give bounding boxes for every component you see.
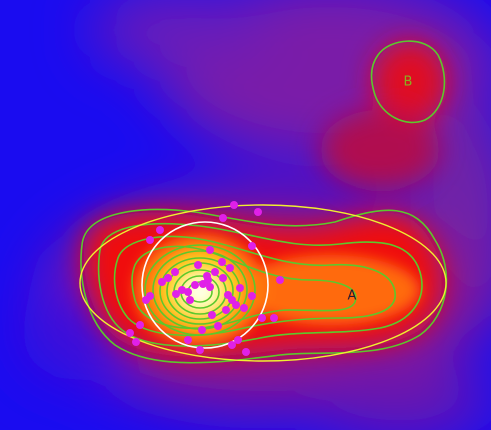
contour bbox=[97, 222, 423, 347]
galaxy-dot bbox=[146, 236, 154, 244]
galaxy-dot bbox=[211, 268, 219, 276]
galaxy-dot bbox=[228, 341, 236, 349]
galaxy-dot bbox=[248, 242, 256, 250]
galaxy-dot bbox=[236, 284, 244, 292]
galaxy-dot bbox=[206, 246, 214, 254]
contour bbox=[370, 40, 446, 124]
galaxy-dot bbox=[184, 336, 192, 344]
galaxy-dot bbox=[156, 226, 164, 234]
galaxy-dot bbox=[158, 278, 166, 286]
label-a: A bbox=[348, 289, 357, 304]
galaxy-dot bbox=[214, 322, 222, 330]
galaxy-dot bbox=[171, 268, 179, 276]
galaxy-dot bbox=[234, 336, 242, 344]
galaxy-dot bbox=[248, 292, 256, 300]
galaxy-dot bbox=[226, 264, 234, 272]
white-circle bbox=[141, 221, 269, 349]
contour bbox=[113, 235, 396, 337]
galaxy-dot bbox=[240, 304, 248, 312]
galaxy-dot bbox=[222, 306, 230, 314]
galaxy-dot bbox=[219, 214, 227, 222]
galaxy-dot bbox=[199, 280, 207, 288]
contour bbox=[144, 244, 256, 336]
galaxy-dot bbox=[208, 311, 216, 319]
galaxy-dot bbox=[230, 201, 238, 209]
galaxy-dot bbox=[196, 346, 204, 354]
galaxy-dot bbox=[136, 321, 144, 329]
galaxy-dot bbox=[254, 208, 262, 216]
galaxy-dot bbox=[132, 338, 140, 346]
galaxy-dot bbox=[242, 348, 250, 356]
galaxies bbox=[126, 201, 284, 356]
galaxy-dot bbox=[203, 272, 211, 280]
galaxy-dot bbox=[184, 288, 192, 296]
galaxy-dot bbox=[198, 326, 206, 334]
galaxy-dot bbox=[126, 329, 134, 337]
contour bbox=[80, 208, 448, 364]
galaxy-dot bbox=[164, 274, 172, 282]
galaxy-dot bbox=[258, 314, 266, 322]
galaxy-dot bbox=[142, 296, 150, 304]
galaxy-dot bbox=[172, 290, 180, 298]
galaxy-dot bbox=[186, 296, 194, 304]
yellow-ellipse bbox=[79, 204, 447, 362]
galaxy-dot bbox=[270, 314, 278, 322]
galaxy-dot bbox=[232, 301, 240, 309]
galaxy-dot bbox=[276, 276, 284, 284]
galaxy-dot bbox=[191, 281, 199, 289]
galaxy-dot bbox=[206, 283, 214, 291]
galaxy-dot bbox=[219, 274, 227, 282]
label-b: B bbox=[404, 75, 413, 90]
galaxy-dot bbox=[194, 261, 202, 269]
galaxy-dot bbox=[218, 258, 226, 266]
